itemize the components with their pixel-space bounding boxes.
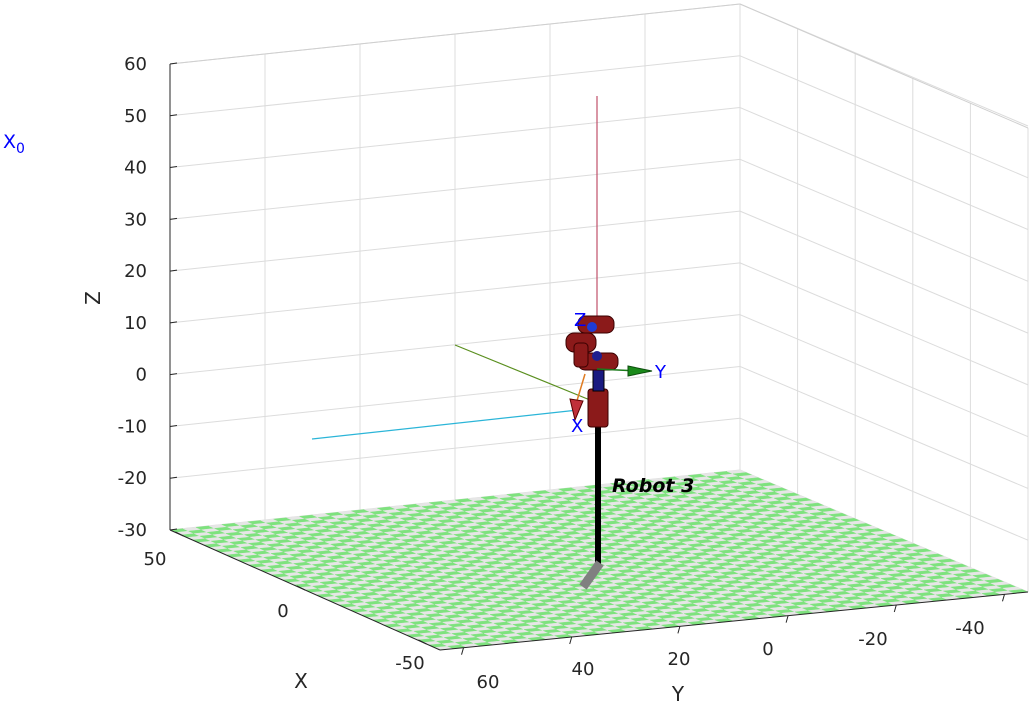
side-wall-gridline xyxy=(739,158,1029,282)
y-tick-label: -40 xyxy=(955,618,984,639)
x-tick-mark xyxy=(418,639,427,645)
x-tick-mark xyxy=(296,585,306,591)
robot-joint-marker xyxy=(587,322,597,332)
y-tick-label: 40 xyxy=(572,659,595,680)
z-tick-mark xyxy=(169,476,178,479)
x-tick-label: -50 xyxy=(395,653,424,674)
box-top-edge xyxy=(169,3,741,65)
checkerboard-floor xyxy=(169,469,1029,651)
z-tick-label: -30 xyxy=(118,520,147,541)
z-tick-mark xyxy=(169,424,178,427)
world-frame-label-text: X xyxy=(3,131,17,153)
y-tick-label: 0 xyxy=(762,639,773,660)
side-wall-gridline xyxy=(739,314,1029,438)
world-y-axis-line xyxy=(454,344,591,401)
side-wall-gridline xyxy=(739,262,1029,386)
side-wall-gridline xyxy=(739,210,1029,334)
z-tick-mark xyxy=(169,269,178,272)
z-tick-mark xyxy=(169,321,178,324)
robot-name-label: Robot 3 xyxy=(612,475,694,497)
side-wall-gridline xyxy=(739,365,1029,489)
y-tick-mark xyxy=(569,636,573,645)
z-tick-label: 50 xyxy=(124,106,147,127)
y-tick-mark xyxy=(1001,594,1005,602)
tool-frame-y-label: Y xyxy=(654,362,667,383)
z-tick-mark xyxy=(169,166,178,169)
z-axis-label: Z xyxy=(81,291,105,305)
tool-frame-x-label: X xyxy=(571,416,583,437)
x-tick-label: 50 xyxy=(144,549,167,570)
z-tick-mark xyxy=(169,114,178,117)
robot-joint-marker xyxy=(592,351,602,361)
tool-frame-z-label: Z xyxy=(574,310,586,331)
z-tick-mark xyxy=(169,62,178,65)
tick-labels: 60 50 40 30 20 10 0 -10 -20 -30 50 0 -50 60 40 20 0 -20 -4… xyxy=(118,54,985,693)
z-tick-label: 10 xyxy=(124,313,147,334)
x-axis-label: X xyxy=(294,669,308,693)
z-tick-label: 20 xyxy=(124,261,147,282)
y-tick-label: 60 xyxy=(477,672,500,693)
y-tick-mark xyxy=(893,604,897,613)
robot-link-1 xyxy=(587,388,609,428)
robot-model xyxy=(311,96,653,590)
y-tick-label: 20 xyxy=(668,649,691,670)
z-tick-mark xyxy=(169,373,178,376)
tool-y-axis-arrowhead xyxy=(627,365,653,377)
world-frame-label: X0 xyxy=(3,131,25,157)
box-top-edge xyxy=(739,3,1029,129)
y-tick-mark xyxy=(461,647,465,655)
x-tick-mark xyxy=(175,531,184,537)
y-tick-mark xyxy=(677,626,681,634)
side-wall-gridline xyxy=(739,417,1029,541)
x-tick-label: 0 xyxy=(277,601,288,622)
side-wall-gridline xyxy=(739,55,1029,179)
z-tick-label: -10 xyxy=(118,416,147,437)
z-tick-label: -20 xyxy=(118,468,147,489)
y-tick-label: -20 xyxy=(858,629,887,650)
world-frame-label-subscript: 0 xyxy=(16,140,25,157)
z-tick-mark xyxy=(169,217,178,220)
robot-base-foot xyxy=(579,560,604,590)
z-tick-mark xyxy=(169,528,178,531)
y-tick-mark xyxy=(785,615,789,623)
axis-lines xyxy=(169,62,1029,655)
world-x-axis-line xyxy=(311,409,579,440)
z-tick-label: 60 xyxy=(124,54,147,75)
robot-link-5 xyxy=(573,342,589,368)
tool-x-axis-arrowhead xyxy=(569,398,584,422)
y-axis-line xyxy=(439,591,1029,651)
tool-x-axis-arrow xyxy=(575,373,586,405)
z-tick-label: 40 xyxy=(124,158,147,179)
z-tick-label: 0 xyxy=(136,365,147,386)
side-wall-gridline xyxy=(739,107,1029,231)
y-axis-label: Y xyxy=(671,682,685,706)
z-tick-label: 30 xyxy=(124,209,147,230)
